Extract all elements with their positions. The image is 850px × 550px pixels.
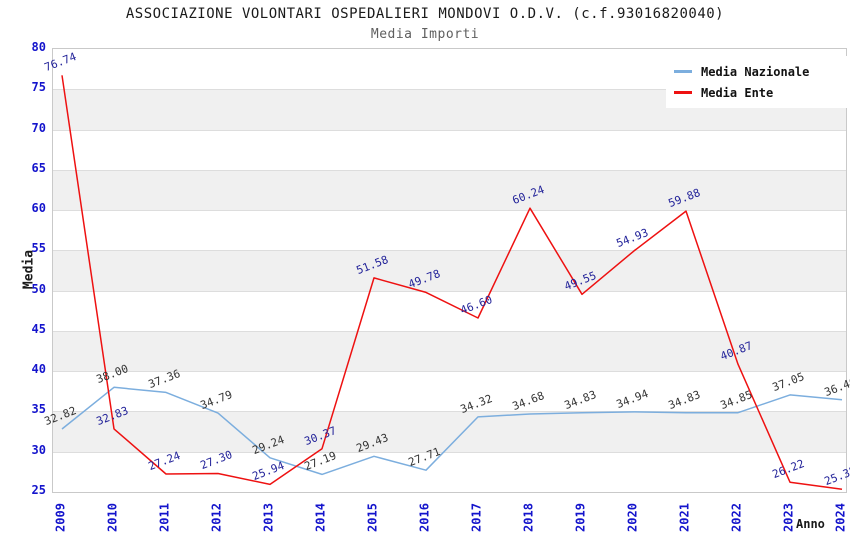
gridline bbox=[53, 210, 846, 211]
grid-band bbox=[53, 250, 846, 291]
chart-subtitle: Media Importi bbox=[370, 27, 480, 42]
gridline bbox=[53, 411, 846, 412]
x-tick-label: 2021 bbox=[677, 503, 692, 532]
y-tick-label: 60 bbox=[31, 201, 46, 216]
grid-band bbox=[53, 330, 846, 372]
y-tick-label: 35 bbox=[31, 402, 46, 417]
x-tick-label: 2020 bbox=[625, 503, 640, 532]
x-tick-label: 2015 bbox=[365, 503, 380, 532]
x-tick-label: 2013 bbox=[261, 503, 276, 532]
chart-title: ASSOCIAZIONE VOLONTARI OSPEDALIERI MONDO… bbox=[125, 6, 725, 22]
x-tick-label: 2017 bbox=[469, 503, 484, 532]
y-tick-label: 30 bbox=[31, 442, 46, 457]
x-tick-label: 2018 bbox=[521, 503, 536, 532]
grid-band bbox=[53, 169, 846, 211]
gridline bbox=[53, 130, 846, 131]
legend-swatch-media-ente-icon bbox=[674, 91, 692, 94]
x-tick-label: 2012 bbox=[209, 503, 224, 532]
plot-area: 32.82 38.00 37.36 34.79 29.24 27.19 29.43 27.71… bbox=[43, 48, 850, 493]
y-tick-label: 45 bbox=[31, 321, 46, 336]
x-axis-title: Anno bbox=[796, 517, 825, 531]
legend-label-media-ente: Media Ente bbox=[701, 85, 774, 100]
x-tick-label: 2024 bbox=[833, 503, 848, 532]
y-tick-label: 50 bbox=[31, 281, 46, 296]
legend-label-media-nazionale: Media Nazionale bbox=[701, 64, 810, 79]
series-line-media-nazionale bbox=[61, 386, 843, 476]
series-lines bbox=[61, 75, 843, 490]
gridline bbox=[53, 371, 846, 372]
x-tick-label: 2014 bbox=[313, 503, 328, 532]
legend-item-media-nazionale: Media Nazionale bbox=[674, 61, 850, 82]
gridline bbox=[53, 250, 846, 251]
y-tick-label: 80 bbox=[31, 40, 46, 54]
y-tick-label: 65 bbox=[31, 160, 46, 175]
x-tick-label: 2009 bbox=[53, 503, 68, 532]
x-tick-label: 2016 bbox=[417, 503, 432, 532]
series-line-media-ente bbox=[61, 75, 843, 490]
y-tick-label: 75 bbox=[31, 80, 46, 95]
legend: Media Nazionale Media Ente bbox=[666, 56, 850, 108]
gridline bbox=[53, 452, 846, 453]
y-tick-label: 25 bbox=[31, 483, 46, 497]
gridline bbox=[53, 89, 846, 90]
x-tick-label: 2022 bbox=[729, 503, 744, 532]
y-tick-label: 70 bbox=[31, 120, 46, 135]
gridline bbox=[53, 291, 846, 292]
legend-swatch-media-nazionale-icon bbox=[674, 70, 692, 73]
y-tick-label: 55 bbox=[31, 241, 46, 256]
legend-item-media-ente: Media Ente bbox=[674, 82, 850, 103]
gridline bbox=[53, 170, 846, 171]
x-tick-label: 2019 bbox=[573, 503, 588, 532]
grid-band bbox=[53, 411, 846, 452]
x-tick-label: 2011 bbox=[157, 503, 172, 532]
x-tick-label: 2010 bbox=[105, 503, 120, 532]
gridline bbox=[53, 331, 846, 332]
y-tick-label: 40 bbox=[31, 362, 46, 377]
x-tick-label: 2023 bbox=[781, 503, 796, 532]
